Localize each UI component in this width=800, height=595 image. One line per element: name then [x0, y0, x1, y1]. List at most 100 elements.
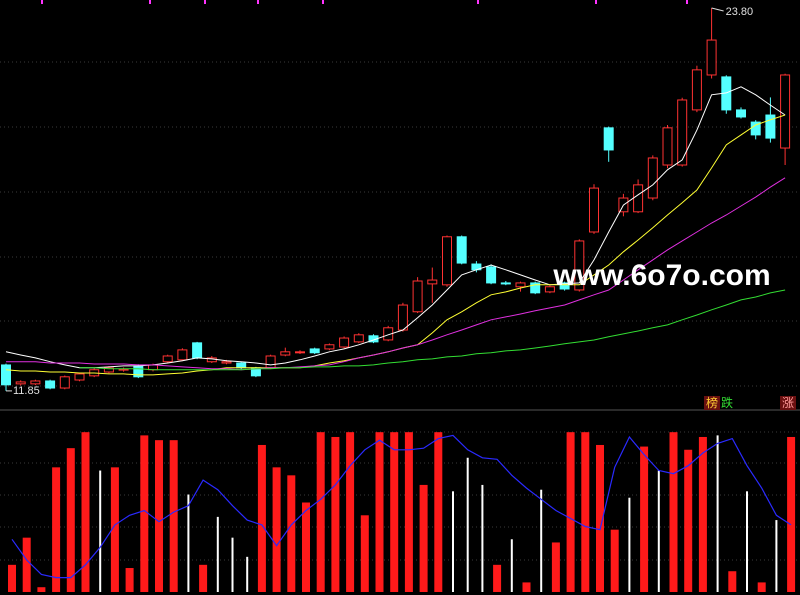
candle-body: [383, 327, 394, 341]
candle-body: [603, 127, 614, 151]
moving-average-line: [5, 86, 786, 369]
candle-body: [647, 157, 658, 199]
candle-body: [295, 351, 305, 354]
candle-body: [691, 69, 702, 111]
candle-body: [456, 236, 467, 264]
moving-average-line: [79, 289, 786, 371]
watermark: www.6o7o.com: [552, 259, 770, 292]
candle-body: [736, 109, 746, 118]
volume-bar: [272, 467, 281, 592]
candle-body: [677, 99, 688, 166]
candle-body: [103, 367, 114, 373]
decorations: [0, 0, 800, 561]
volume-bar: [698, 436, 707, 592]
volume-bar: [628, 497, 631, 592]
volume-bar: [510, 539, 513, 592]
candle-body: [780, 74, 791, 149]
candle-body: [589, 187, 599, 233]
volume-bar: [231, 537, 234, 592]
marker-box: [704, 396, 720, 410]
candle-body: [236, 362, 247, 369]
volume-bar: [125, 568, 134, 592]
volume-bar: [257, 444, 266, 592]
candle-body: [574, 240, 585, 291]
candle-body: [515, 282, 526, 288]
volume-bar: [287, 475, 296, 592]
volume-bar: [169, 440, 178, 592]
candle-body: [221, 361, 232, 364]
volume-bar: [140, 435, 149, 592]
volume-bar: [581, 432, 590, 592]
volume-bar: [522, 582, 531, 592]
volume-bar: [551, 542, 560, 592]
candle-body: [30, 380, 41, 385]
candle-body: [59, 376, 70, 389]
candle-body: [1, 364, 11, 386]
candle-body: [265, 355, 276, 369]
volume-bar: [466, 457, 469, 592]
candle-body: [442, 236, 452, 286]
volume-bar: [302, 502, 310, 592]
volume-bar: [22, 537, 31, 592]
volume-bar: [684, 449, 693, 592]
candle-body: [397, 304, 408, 331]
candle-body: [559, 282, 570, 290]
volume-bar: [610, 529, 619, 592]
volume-bar: [452, 491, 454, 592]
volume-bar: [481, 484, 484, 592]
volume-bar: [787, 436, 796, 592]
candle-body: [148, 364, 158, 371]
volume-bar: [375, 432, 384, 592]
volume-bar: [99, 470, 102, 592]
volume-bar: [110, 467, 119, 592]
volume-bar: [187, 494, 190, 592]
indicator-line: [11, 434, 792, 579]
volume-bar: [728, 571, 737, 592]
candle-body: [353, 334, 364, 343]
volume-bar: [640, 446, 649, 592]
plot: 23.80 11.85: [1, 6, 796, 592]
volume-bar: [419, 484, 428, 592]
candle-body: [309, 348, 320, 354]
volume-bar: [757, 582, 766, 592]
candle-body: [662, 127, 673, 166]
moving-average-line: [6, 177, 786, 371]
volume-bar: [199, 564, 208, 592]
volume-bar: [746, 491, 748, 592]
volume-bar: [596, 444, 604, 592]
volume-bar: [316, 432, 325, 592]
volume-bar: [37, 587, 46, 592]
candle-body: [412, 280, 423, 313]
candle-body: [530, 282, 541, 294]
volume-bar: [540, 489, 543, 592]
candle-body: [324, 344, 335, 350]
candle-body: [486, 266, 497, 284]
volume-bar: [331, 436, 340, 592]
marker-label: 跌: [721, 395, 733, 410]
candle-body: [177, 349, 188, 361]
volume-bar: [216, 516, 219, 592]
low-label: 11.85: [13, 385, 40, 397]
volume-bar: [390, 432, 399, 592]
candle-body: [280, 351, 291, 356]
candle-body: [74, 373, 85, 381]
volume-bar: [52, 467, 61, 592]
candle-body: [500, 282, 511, 285]
candle-body: [15, 381, 26, 385]
candle-body: [192, 342, 203, 359]
candle-body: [45, 380, 56, 389]
marker-label: 榜: [706, 395, 718, 410]
volume-bar: [493, 564, 502, 592]
volume-bar: [775, 520, 778, 592]
volume-bar: [246, 556, 249, 592]
volume-bar: [669, 432, 678, 592]
high-pointer: [711, 7, 724, 12]
volume-bar: [155, 440, 163, 592]
volume-bar: [81, 432, 90, 592]
candle-body: [427, 279, 438, 285]
candle-body: [339, 337, 350, 348]
volume-bar: [657, 470, 660, 592]
volume-bar: [360, 515, 369, 592]
volume-bar: [434, 432, 443, 592]
